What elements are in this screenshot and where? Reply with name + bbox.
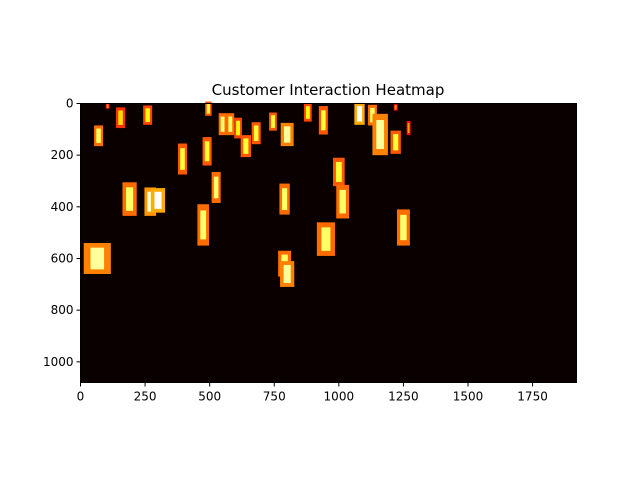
heatmap-cell-core bbox=[106, 104, 109, 108]
heatmap-cell-core bbox=[220, 116, 225, 132]
x-tick-label: 500 bbox=[198, 390, 221, 404]
heatmap-cell-core bbox=[339, 189, 346, 214]
heatmap-cell-core bbox=[356, 106, 363, 122]
x-axis: 0 250 500 750 1000 1250 1500 1750 bbox=[77, 382, 548, 404]
heatmap-cell-core bbox=[145, 108, 150, 122]
heatmap-cell-core bbox=[96, 128, 101, 144]
heatmap-cell-core bbox=[305, 106, 310, 119]
y-axis: 0 200 400 600 800 1000 bbox=[43, 97, 81, 369]
x-tick-label: 1000 bbox=[324, 390, 355, 404]
heatmap-cell-core bbox=[147, 191, 154, 212]
heatmap-cell-core bbox=[282, 188, 288, 210]
x-tick-label: 750 bbox=[263, 390, 286, 404]
heatmap-cell-core bbox=[321, 110, 326, 131]
heatmap-cell-core bbox=[228, 116, 233, 132]
y-tick-label: 400 bbox=[51, 200, 74, 214]
heatmap-cell-core bbox=[126, 187, 134, 211]
y-tick-label: 0 bbox=[66, 97, 74, 111]
plot-area bbox=[80, 101, 577, 383]
heatmap-cell-core bbox=[271, 115, 275, 128]
x-tick-label: 0 bbox=[77, 390, 85, 404]
heatmap-cell-core bbox=[236, 120, 241, 136]
x-tick-label: 1500 bbox=[453, 390, 484, 404]
heatmap-cells bbox=[83, 101, 411, 287]
plot-frame bbox=[80, 103, 577, 383]
heatmap-cell-core bbox=[180, 148, 185, 170]
y-tick-label: 1000 bbox=[43, 355, 74, 369]
heatmap-cell-core bbox=[283, 264, 291, 284]
heatmap-cell-core bbox=[376, 120, 385, 149]
x-tick-label: 250 bbox=[134, 390, 157, 404]
heatmap-cell-core bbox=[90, 247, 105, 270]
heatmap-cell-core bbox=[253, 125, 259, 141]
heatmap-cell-core bbox=[393, 134, 399, 151]
y-tick-label: 600 bbox=[51, 252, 74, 266]
y-tick-label: 200 bbox=[51, 148, 74, 162]
heatmap-cell-core bbox=[283, 126, 291, 143]
chart-title: Customer Interaction Heatmap bbox=[212, 81, 445, 99]
heatmap-cell-core bbox=[407, 123, 410, 134]
heatmap-cell-core bbox=[321, 227, 331, 251]
heatmap-cell-core bbox=[206, 103, 210, 114]
heatmap-cell-core bbox=[200, 210, 207, 240]
x-tick-label: 1250 bbox=[388, 390, 419, 404]
heatmap-cell-core bbox=[154, 191, 162, 209]
heatmap-cell-core bbox=[335, 162, 342, 182]
heatmap-cell-core bbox=[394, 105, 397, 110]
heatmap-cell-core bbox=[400, 214, 407, 241]
heatmap-cell-core bbox=[204, 141, 210, 162]
y-tick-label: 800 bbox=[51, 303, 74, 317]
heatmap-cell-core bbox=[213, 176, 219, 199]
x-tick-label: 1750 bbox=[517, 390, 548, 404]
heatmap-cell-core bbox=[243, 138, 249, 154]
heatmap-cell-core bbox=[118, 110, 123, 125]
